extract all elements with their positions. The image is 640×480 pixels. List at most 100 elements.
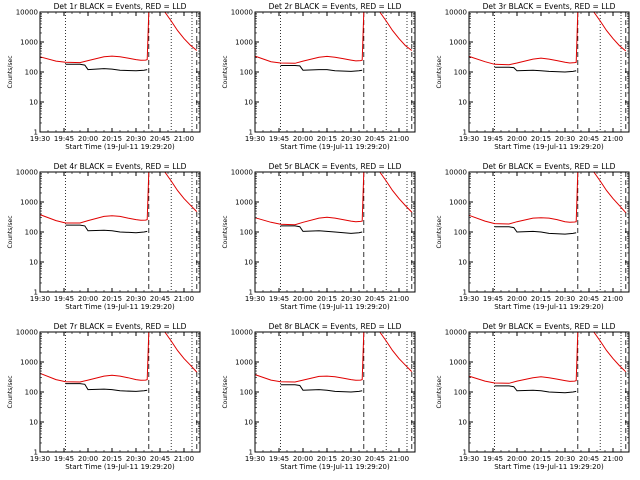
chart-panel-7: Det 7r BLACK = Events, RED = LLD 1 10 100 10… (7, 322, 201, 471)
x-tick-label: 20:45 (365, 455, 385, 463)
y-tick-label: 100 (240, 229, 253, 237)
x-axis-title: Start Time (19-Jul-11 19:29:20) (65, 143, 175, 151)
chart-title: Det 9r BLACK = Events, RED = LLD (483, 322, 616, 331)
chart-title: Det 5r BLACK = Events, RED = LLD (269, 162, 402, 171)
x-tick-label: 19:45 (483, 135, 503, 143)
x-axis-title: Start Time (19-Jul-11 19:29:20) (494, 463, 604, 471)
x-axis-title: Start Time (19-Jul-11 19:29:20) (280, 143, 390, 151)
x-tick-label: 19:30 (30, 455, 50, 463)
chart-panel-4: Det 4r BLACK = Events, RED = LLD 1 10 100 10… (7, 162, 201, 311)
x-tick-label: 19:45 (483, 455, 503, 463)
chart-panel-5: Det 5r BLACK = Events, RED = LLD 1 10 100 10… (222, 162, 416, 311)
x-tick-label: 21:00 (389, 295, 409, 303)
x-tick-label: 20:30 (555, 135, 575, 143)
y-tick-label: 10000 (231, 9, 253, 17)
series-line-events (65, 63, 148, 72)
y-tick-label: 1000 (235, 359, 253, 367)
series-line-events (65, 224, 148, 234)
y-tick-label: 1000 (449, 199, 467, 207)
x-tick-label: 20:45 (579, 455, 599, 463)
x-tick-label: 20:30 (555, 455, 575, 463)
y-tick-label: 1 (463, 129, 467, 137)
plot-frame (254, 331, 416, 453)
x-tick-label: 20:30 (341, 455, 361, 463)
series-line-lld (468, 331, 627, 384)
x-tick-label: 19:30 (459, 135, 479, 143)
chart-title: Det 2r BLACK = Events, RED = LLD (269, 2, 402, 11)
chart-panel-6: Det 6r BLACK = Events, RED = LLD 1 10 100 10… (436, 162, 630, 311)
x-tick-label: 21:00 (603, 295, 623, 303)
x-tick-label: 19:45 (54, 135, 74, 143)
chart-panel-9: Det 9r BLACK = Events, RED = LLD 1 10 100 10… (436, 322, 630, 471)
x-tick-label: 20:30 (555, 295, 575, 303)
series-line-lld (254, 171, 413, 226)
x-tick-label: 19:45 (54, 455, 74, 463)
x-tick-label: 19:30 (245, 135, 265, 143)
x-tick-label: 19:30 (459, 455, 479, 463)
x-tick-label: 19:45 (269, 295, 289, 303)
y-tick-label: 10 (29, 419, 38, 427)
y-tick-label: 1 (249, 289, 253, 297)
x-tick-label: 20:15 (317, 295, 337, 303)
y-tick-label: 1000 (20, 199, 38, 207)
x-tick-label: 20:15 (102, 455, 122, 463)
plot-frame (39, 331, 201, 453)
x-tick-label: 20:45 (365, 295, 385, 303)
x-tick-label: 19:45 (54, 295, 74, 303)
x-tick-label: 20:00 (293, 295, 313, 303)
y-tick-label: 10 (244, 259, 253, 267)
y-tick-label: 10 (458, 259, 467, 267)
x-tick-label: 20:30 (341, 135, 361, 143)
y-tick-label: 100 (25, 389, 38, 397)
x-axis-title: Start Time (19-Jul-11 19:29:20) (65, 463, 175, 471)
chart-panel-8: Det 8r BLACK = Events, RED = LLD 1 10 100 10… (222, 322, 416, 471)
x-tick-label: 20:15 (531, 135, 551, 143)
chart-title: Det 3r BLACK = Events, RED = LLD (483, 2, 616, 11)
y-tick-label: 10000 (16, 169, 38, 177)
series-line-events (494, 226, 577, 235)
y-tick-label: 10 (29, 99, 38, 107)
x-tick-label: 20:00 (293, 455, 313, 463)
y-tick-label: 100 (25, 229, 38, 237)
x-tick-label: 19:45 (483, 295, 503, 303)
series-line-events (280, 65, 363, 72)
series-line-events (280, 384, 363, 393)
series-line-lld (39, 11, 198, 64)
y-tick-label: 1000 (235, 199, 253, 207)
y-tick-label: 1 (34, 449, 38, 457)
x-tick-label: 21:00 (174, 295, 194, 303)
x-axis-title: Start Time (19-Jul-11 19:29:20) (280, 303, 390, 311)
series-line-lld (254, 331, 413, 383)
y-tick-label: 1 (249, 129, 253, 137)
x-tick-label: 20:45 (579, 295, 599, 303)
series-line-lld (468, 171, 627, 225)
y-tick-label: 1 (249, 449, 253, 457)
y-axis-title: Counts/sec (436, 55, 443, 88)
x-tick-label: 20:30 (341, 295, 361, 303)
y-axis-title: Counts/sec (222, 55, 229, 88)
x-axis-title: Start Time (19-Jul-11 19:29:20) (494, 143, 604, 151)
plot-frame (468, 11, 630, 133)
y-tick-label: 10000 (231, 169, 253, 177)
y-tick-label: 1 (34, 129, 38, 137)
y-tick-label: 1000 (20, 359, 38, 367)
y-axis-title: Counts/sec (222, 215, 229, 248)
chart-title: Det 4r BLACK = Events, RED = LLD (54, 162, 187, 171)
x-tick-label: 20:45 (150, 295, 170, 303)
plot-frame (39, 11, 201, 133)
y-axis-title: Counts/sec (222, 375, 229, 408)
x-tick-label: 20:30 (126, 135, 146, 143)
x-tick-label: 21:00 (174, 455, 194, 463)
x-tick-label: 19:30 (30, 135, 50, 143)
x-tick-label: 20:00 (78, 295, 98, 303)
y-tick-label: 1000 (235, 39, 253, 47)
x-tick-label: 20:00 (507, 135, 527, 143)
x-tick-label: 19:30 (245, 295, 265, 303)
series-line-lld (39, 171, 198, 224)
x-tick-label: 20:00 (78, 455, 98, 463)
x-tick-label: 20:15 (317, 135, 337, 143)
x-tick-label: 21:00 (603, 135, 623, 143)
chart-panel-1: Det 1r BLACK = Events, RED = LLD 1 10 100 10… (7, 2, 201, 151)
x-tick-label: 20:15 (102, 135, 122, 143)
